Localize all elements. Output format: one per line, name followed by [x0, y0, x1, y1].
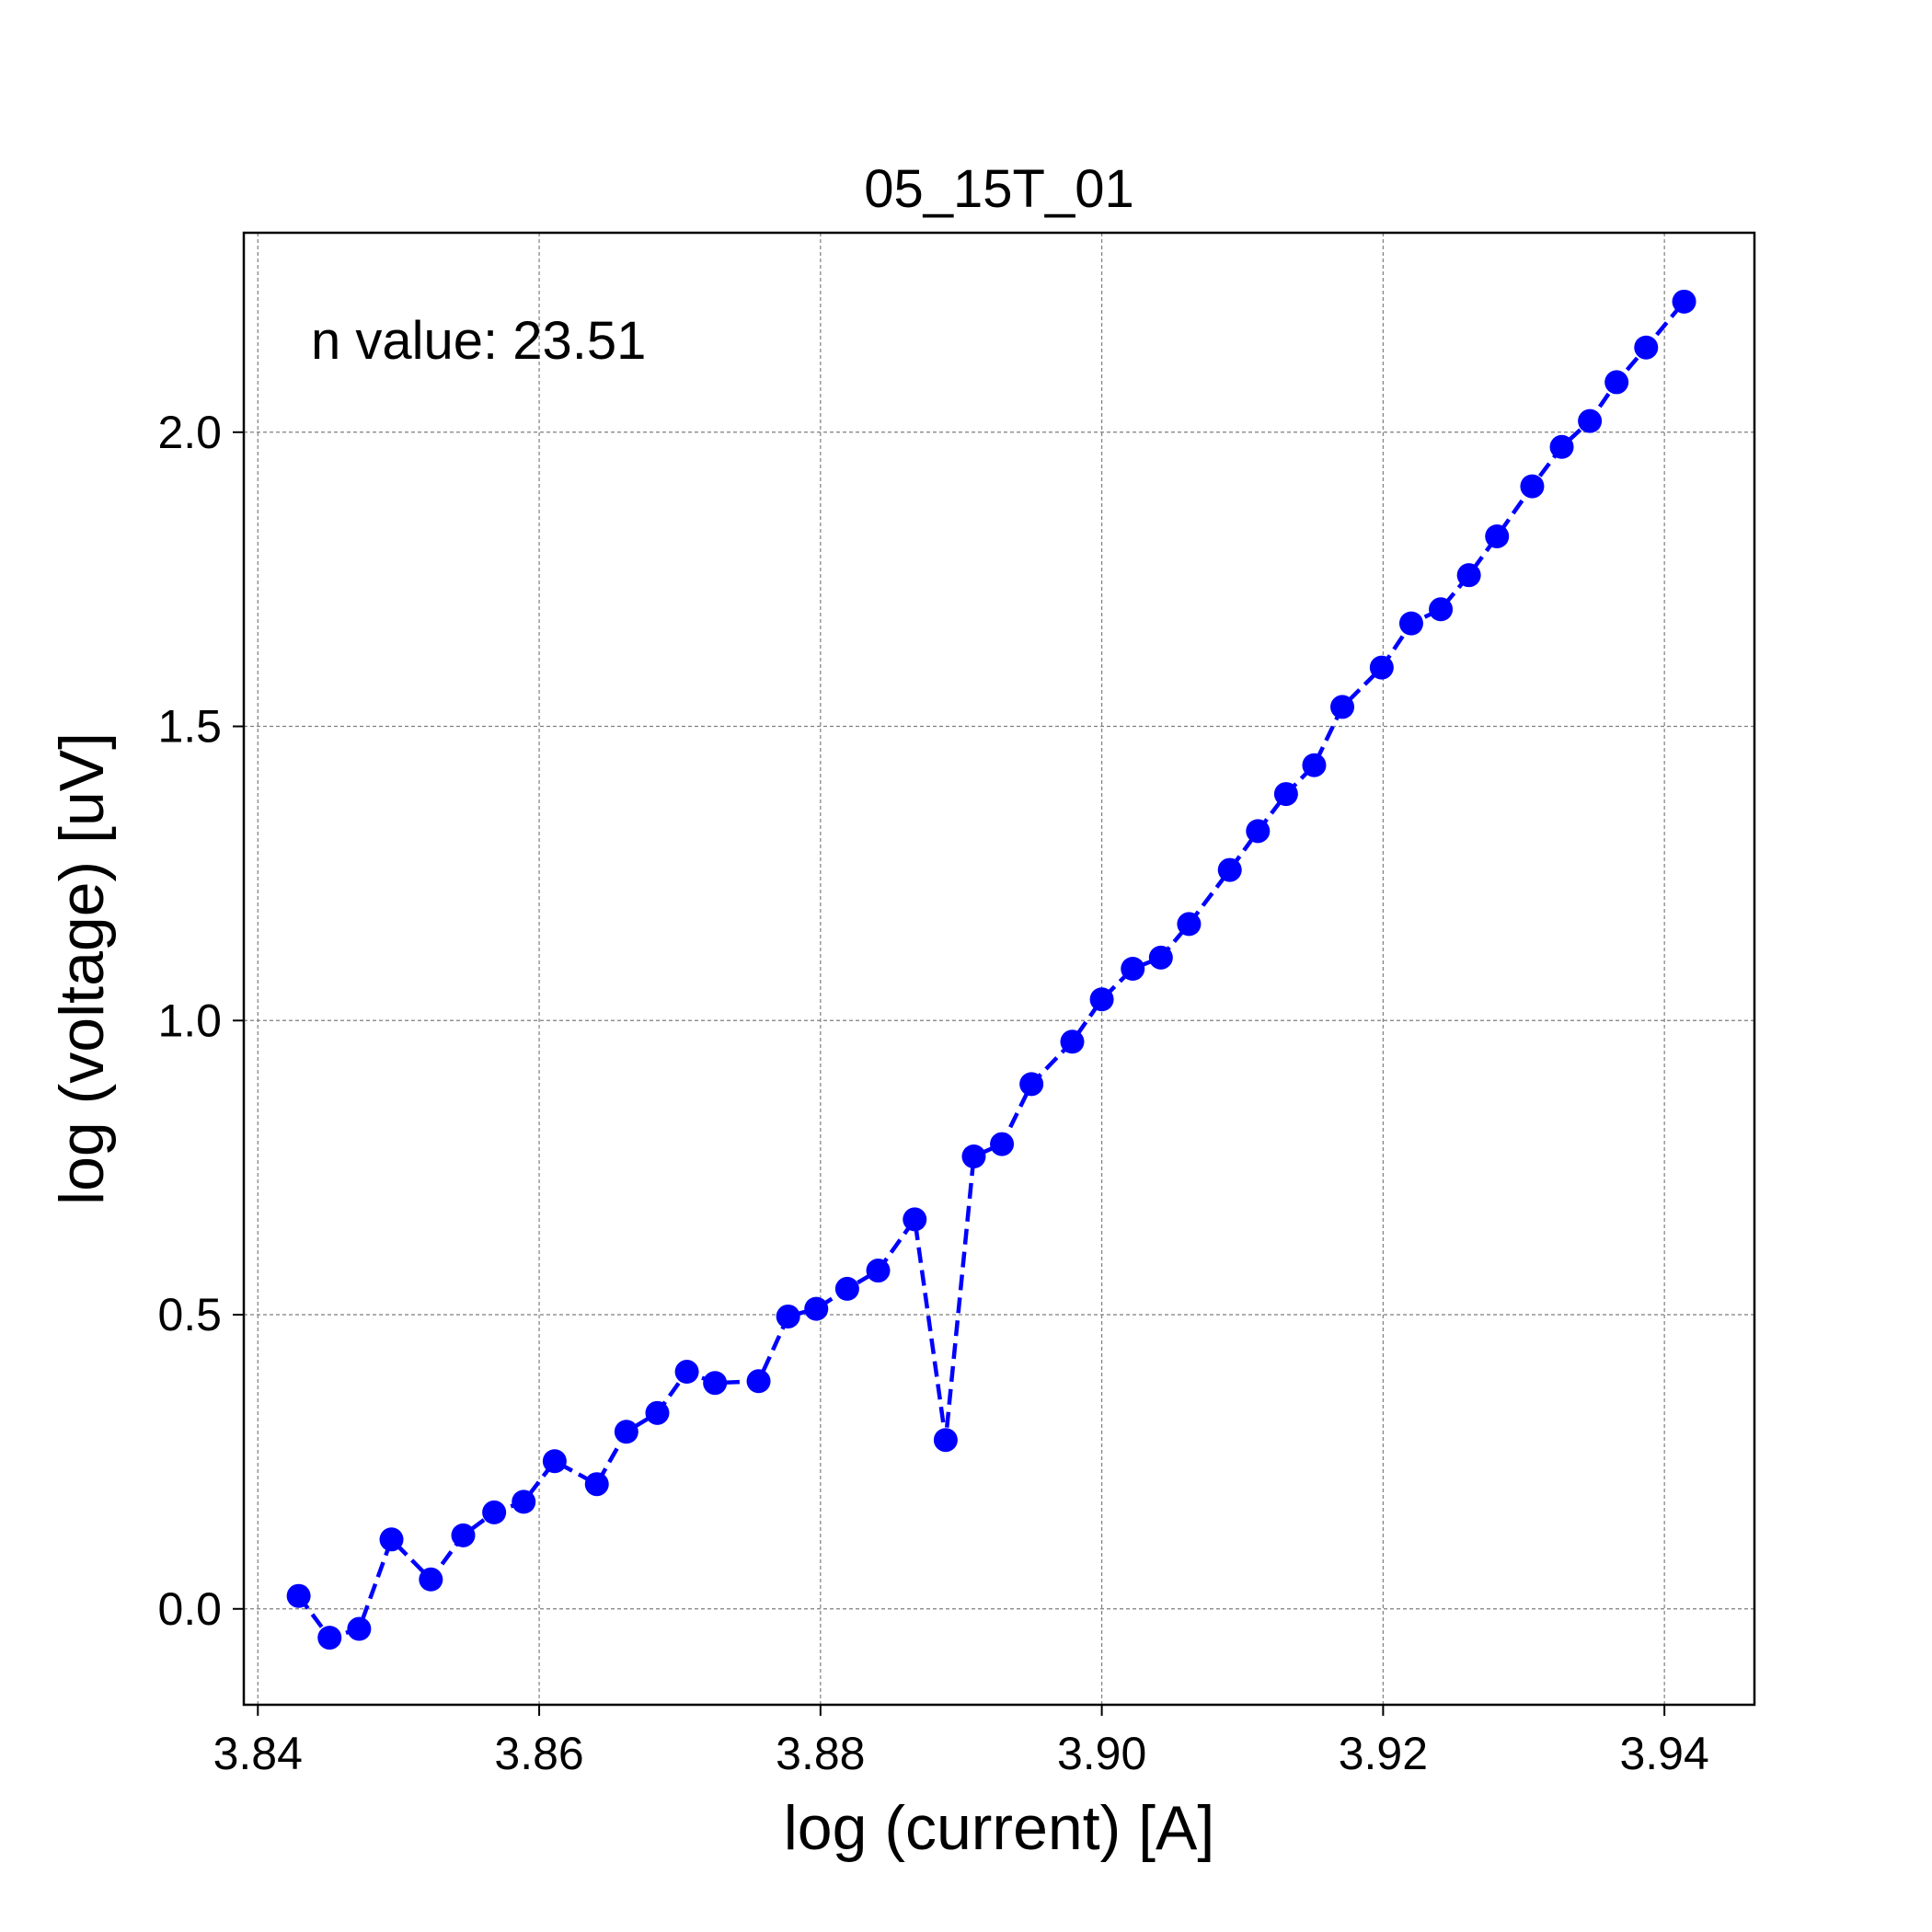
data-point: [834, 1276, 859, 1301]
data-point: [674, 1360, 699, 1385]
grid-lines: [244, 233, 1754, 1705]
data-point: [1369, 655, 1394, 680]
data-point: [1398, 611, 1423, 636]
data-point: [1672, 289, 1696, 314]
y-tick-label: 0.5: [157, 1289, 222, 1340]
data-point: [379, 1527, 404, 1552]
data-point: [347, 1616, 372, 1641]
data-point: [1330, 695, 1355, 719]
x-tick-label: 3.84: [213, 1728, 303, 1779]
n-value-annotation: n value: 23.51: [311, 311, 646, 371]
data-point: [512, 1489, 536, 1514]
data-series: [286, 289, 1696, 1650]
data-point: [933, 1428, 958, 1453]
data-point: [703, 1371, 728, 1396]
y-tick-label: 0.0: [157, 1583, 222, 1635]
y-tick-label: 2.0: [157, 407, 222, 458]
y-axis-label: log (voltage) [uV]: [47, 732, 117, 1205]
y-tick-label: 1.0: [157, 995, 222, 1046]
data-point: [1302, 753, 1327, 777]
data-point: [1177, 912, 1202, 937]
data-point: [1634, 335, 1659, 360]
data-point: [1148, 945, 1173, 970]
data-point: [1604, 370, 1629, 395]
data-point: [990, 1132, 1015, 1156]
data-point: [614, 1420, 638, 1444]
y-axis-ticks: 0.0 0.5 1.0 1.5 2.0: [157, 407, 244, 1635]
data-point: [317, 1626, 342, 1650]
data-point: [1121, 957, 1145, 981]
data-point: [804, 1296, 829, 1321]
data-point: [482, 1500, 507, 1524]
data-point: [1273, 782, 1298, 807]
x-tick-label: 3.92: [1339, 1728, 1428, 1779]
x-axis-label: log (current) [A]: [784, 1793, 1215, 1863]
x-tick-label: 3.88: [776, 1728, 865, 1779]
data-point: [1520, 474, 1545, 499]
data-point: [903, 1207, 927, 1232]
data-point: [451, 1523, 476, 1547]
data-point: [584, 1472, 609, 1497]
data-point: [1456, 563, 1481, 588]
data-point: [746, 1369, 771, 1394]
data-point: [1019, 1072, 1044, 1097]
data-point: [1246, 819, 1271, 844]
data-point: [645, 1400, 670, 1425]
data-point: [1060, 1029, 1085, 1054]
data-point: [542, 1449, 567, 1474]
x-axis-ticks: 3.84 3.86 3.88 3.90 3.92 3.94: [213, 1705, 1709, 1779]
x-tick-label: 3.94: [1619, 1728, 1708, 1779]
data-point: [1217, 857, 1242, 882]
data-point: [961, 1144, 986, 1168]
data-point: [866, 1259, 891, 1283]
data-point: [286, 1583, 311, 1608]
data-point: [1578, 408, 1603, 433]
data-point: [776, 1304, 800, 1328]
data-point: [1089, 987, 1114, 1012]
data-point: [1429, 597, 1454, 622]
data-point: [1549, 434, 1574, 459]
x-tick-label: 3.86: [494, 1728, 583, 1779]
data-point: [1485, 523, 1510, 548]
plot-frame: [242, 231, 1756, 1707]
chart-title: 05_15T_01: [864, 159, 1133, 219]
x-tick-label: 3.90: [1057, 1728, 1146, 1779]
y-tick-label: 1.5: [157, 701, 222, 753]
data-point: [419, 1567, 443, 1592]
